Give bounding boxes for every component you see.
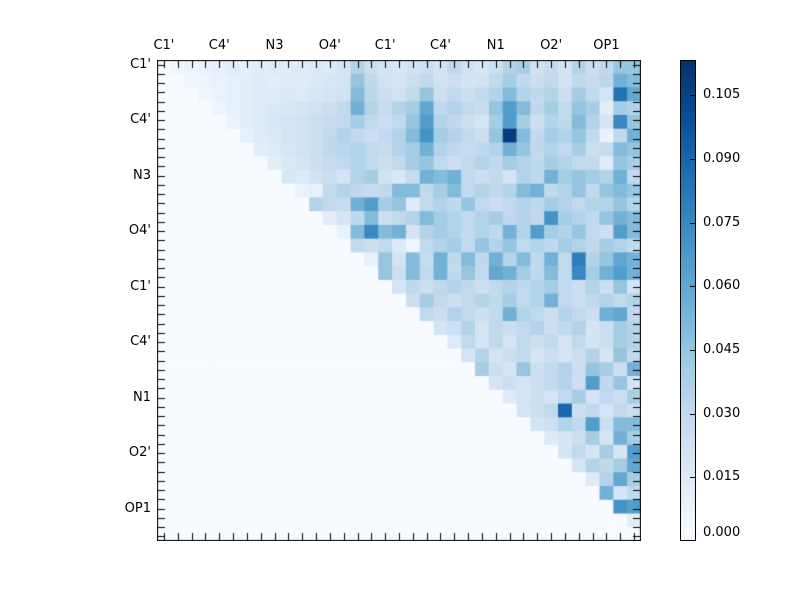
colorbar-tick-label: 0.105 bbox=[703, 87, 741, 103]
colorbar-tick-label: 0.045 bbox=[703, 341, 741, 357]
colorbar-tick bbox=[690, 414, 695, 415]
y-tick-label: OP1 bbox=[124, 500, 151, 516]
y-tick-label: O4' bbox=[128, 223, 151, 239]
x-tick-label: C4' bbox=[208, 38, 230, 53]
colorbar-tick bbox=[690, 95, 695, 96]
colorbar-tick-label: 0.030 bbox=[703, 405, 741, 421]
x-tick-label: OP1 bbox=[593, 38, 620, 53]
colorbar-tick-label: 0.000 bbox=[703, 525, 741, 540]
y-tick-label: C1' bbox=[130, 278, 151, 294]
colorbar-tick bbox=[690, 159, 695, 160]
colorbar-tick bbox=[690, 286, 695, 287]
x-tick-label: C1' bbox=[153, 38, 175, 53]
y-tick-label: C4' bbox=[130, 334, 151, 350]
x-tick-label: N1 bbox=[486, 38, 505, 53]
heatmap-plot bbox=[157, 60, 641, 541]
colorbar bbox=[680, 60, 696, 541]
y-tick-label: N3 bbox=[133, 167, 151, 183]
x-tick-label: O2' bbox=[540, 38, 563, 53]
colorbar-tick-label: 0.075 bbox=[703, 214, 741, 230]
y-tick-label: N1 bbox=[133, 389, 151, 405]
x-tick-label: C4' bbox=[430, 38, 451, 53]
y-tick-label: C1' bbox=[130, 56, 151, 72]
colorbar-tick bbox=[690, 223, 695, 224]
colorbar-tick-label: 0.060 bbox=[703, 278, 741, 294]
colorbar-tick bbox=[690, 477, 695, 478]
x-tick-label: N3 bbox=[265, 38, 284, 53]
x-tick-label: C1' bbox=[374, 38, 396, 53]
colorbar-tick-label: 0.090 bbox=[703, 150, 741, 166]
colorbar-tick bbox=[690, 350, 695, 351]
colorbar-tick-label: 0.015 bbox=[703, 469, 741, 485]
y-tick-label: C4' bbox=[130, 112, 151, 128]
y-tick-label: O2' bbox=[128, 445, 151, 461]
x-tick-label: O4' bbox=[318, 38, 341, 53]
